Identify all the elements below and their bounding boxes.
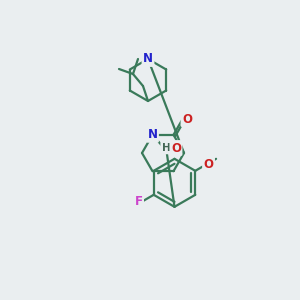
Text: H: H [162, 143, 170, 153]
Text: O: O [182, 112, 192, 126]
Text: O: O [203, 158, 214, 171]
Text: N: N [143, 52, 153, 65]
Text: O: O [171, 142, 181, 154]
Text: N: N [148, 128, 158, 141]
Text: F: F [135, 195, 142, 208]
Text: N: N [143, 54, 153, 64]
